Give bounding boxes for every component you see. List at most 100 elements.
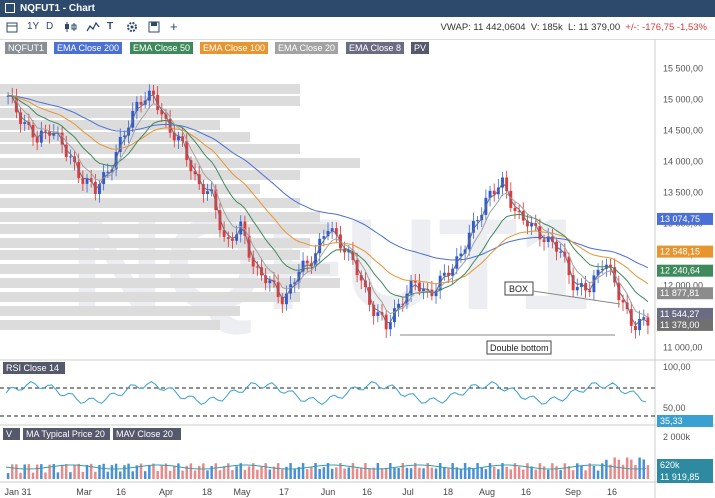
volume-legend-chip[interactable] xyxy=(23,428,110,440)
volume-bar xyxy=(472,468,475,479)
volume-profile-bar xyxy=(0,264,330,274)
volume-bar xyxy=(156,470,159,479)
ema-8-line xyxy=(8,94,649,326)
legend-item-ema-close-20[interactable]: EMA Close 20 xyxy=(275,42,339,54)
volume-bar xyxy=(77,463,80,479)
volume-profile-bar xyxy=(0,84,300,94)
rsi-value-label: 35,33 xyxy=(660,416,683,426)
volume-tick-label: 2 000k xyxy=(663,432,691,442)
legend-item-pv[interactable]: PV xyxy=(411,42,430,54)
volume-bar xyxy=(384,467,388,479)
candle-body xyxy=(326,230,330,237)
volume-bar xyxy=(251,463,255,479)
volume-bar xyxy=(422,468,425,479)
volume-bar xyxy=(634,465,637,479)
x-axis-label: 16 xyxy=(362,487,372,497)
candle-body xyxy=(305,260,309,264)
price-label-text: 11 378,00 xyxy=(660,320,699,330)
volume-bar xyxy=(6,473,10,479)
box-annotation-label: BOX xyxy=(509,284,528,294)
calendar-icon[interactable] xyxy=(6,21,18,33)
volume-bar xyxy=(148,465,151,479)
candle-body xyxy=(268,280,272,284)
candle-body xyxy=(401,303,405,305)
price-tick-label: 13 500,00 xyxy=(663,188,703,198)
volume-bar xyxy=(517,466,521,479)
candle-body xyxy=(600,268,604,270)
price-label-badge xyxy=(657,318,713,331)
volume-legend-chip[interactable] xyxy=(3,428,20,440)
legend-item-ema-close-200[interactable]: EMA Close 200 xyxy=(54,42,123,54)
chart-area[interactable]: NQFUT1 15 500,00 15 000,00 14 500,00 14 000,… xyxy=(0,39,715,498)
volume-bar xyxy=(389,463,392,479)
text-tool-button[interactable]: T xyxy=(107,21,114,32)
volume-profile-bar xyxy=(0,306,240,316)
volume-bar xyxy=(206,470,209,479)
volume-bar xyxy=(364,463,367,479)
volume-bar xyxy=(85,464,89,479)
candle-body xyxy=(118,136,122,153)
candle-body xyxy=(584,283,588,291)
volume-profile-bar xyxy=(0,320,220,330)
rsi-legend-label: RSI Close 14 xyxy=(6,363,59,373)
indicators-icon[interactable] xyxy=(86,21,100,33)
chart-type-icon[interactable] xyxy=(64,21,78,33)
candle-body xyxy=(596,269,600,276)
volume-bar xyxy=(638,457,641,479)
candle-body xyxy=(160,110,164,115)
candle-body xyxy=(417,282,421,292)
volume-bar xyxy=(380,468,384,479)
candle-body xyxy=(214,189,218,211)
legend-item-ema-close-50[interactable]: EMA Close 50 xyxy=(130,42,194,54)
volume-bar xyxy=(27,464,31,479)
volume-bar xyxy=(509,469,513,479)
legend-item-ema-close-100[interactable]: EMA Close 100 xyxy=(200,42,269,54)
volume-bar xyxy=(73,464,76,479)
volume-bar xyxy=(409,468,413,479)
volume-legend-chip[interactable] xyxy=(113,428,181,440)
volume-bar xyxy=(181,470,184,479)
x-axis-label: Apr xyxy=(159,487,173,497)
volume-bar xyxy=(293,469,297,479)
legend-item-nqfut1[interactable]: NQFUT1 xyxy=(5,42,47,54)
x-axis-label: Sep xyxy=(565,487,581,497)
candle-body xyxy=(546,236,550,242)
volume-bar xyxy=(397,468,400,479)
candle-body xyxy=(513,207,517,211)
candle-body xyxy=(222,230,226,238)
rsi-legend-chip[interactable] xyxy=(3,362,65,374)
volume-bar xyxy=(268,469,272,479)
volume-bar xyxy=(576,463,579,479)
candle-body xyxy=(517,210,521,212)
candle-body xyxy=(579,283,583,287)
range-1y-button[interactable]: 1Y xyxy=(27,21,40,32)
volume-bar xyxy=(600,463,604,479)
candle-body xyxy=(550,236,554,242)
candle-body xyxy=(35,137,39,143)
volume-bar xyxy=(330,468,334,479)
add-button[interactable]: + xyxy=(170,19,178,34)
volume-bar xyxy=(52,464,56,479)
candle-body xyxy=(135,101,139,111)
candle-body xyxy=(642,317,646,319)
box-annotation[interactable] xyxy=(504,281,534,296)
volume-bar xyxy=(23,464,26,479)
volume-bar xyxy=(451,463,454,479)
candle-body xyxy=(44,130,47,132)
candle-body xyxy=(334,228,338,235)
interval-d-button[interactable]: D xyxy=(46,21,54,32)
rsi-line xyxy=(5,381,646,405)
candle-body xyxy=(372,304,376,316)
volume-profile-bar xyxy=(0,292,300,302)
settings-gear-icon[interactable] xyxy=(126,21,138,33)
legend-item-ema-close-8[interactable]: EMA Close 8 xyxy=(346,42,405,54)
candle-body xyxy=(235,234,239,241)
x-axis-label: 17 xyxy=(279,487,289,497)
double-bottom-annotation[interactable] xyxy=(486,340,552,355)
volume-bar xyxy=(231,470,234,479)
volume-bar xyxy=(359,467,363,479)
candle-body xyxy=(422,288,426,292)
volume-bar xyxy=(463,463,467,479)
save-icon[interactable] xyxy=(148,21,160,33)
price-tick-label: 11 000,00 xyxy=(663,343,702,353)
